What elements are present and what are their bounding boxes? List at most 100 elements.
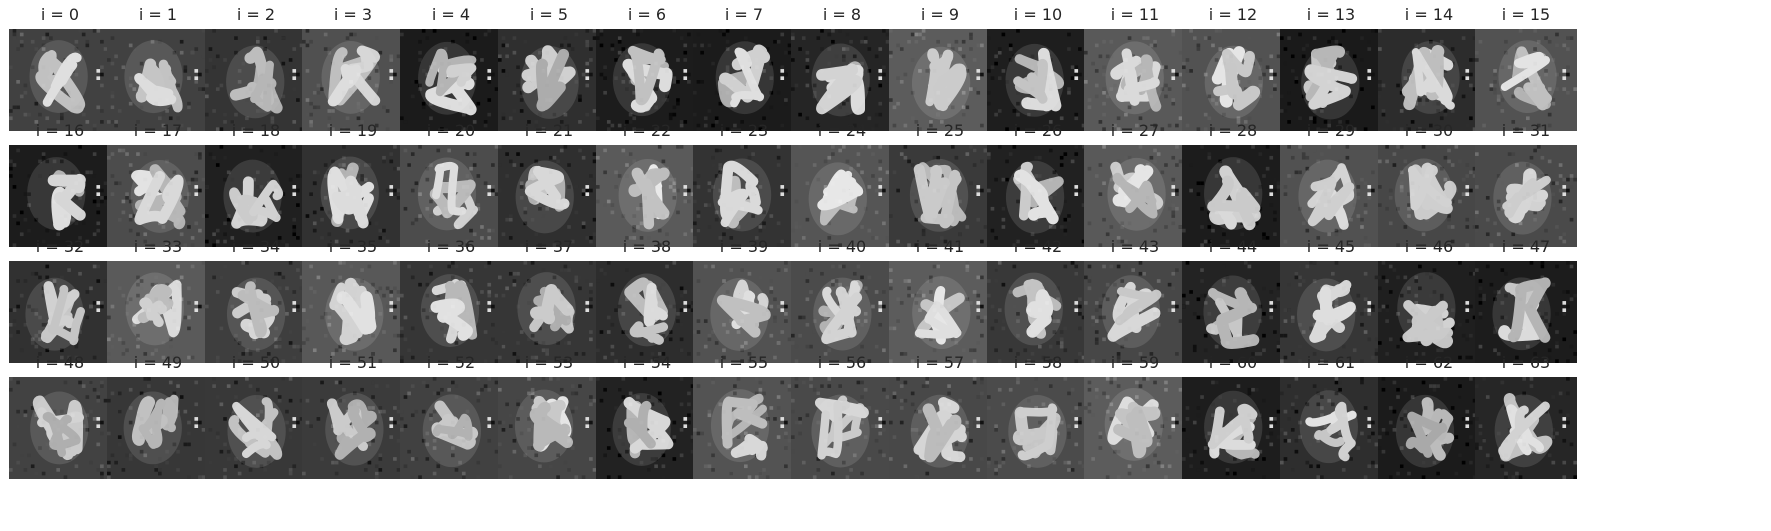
sample-image: [693, 261, 795, 363]
sample-image: [1475, 261, 1577, 363]
panel-title: i = 51: [328, 353, 378, 372]
sample-image: [1280, 145, 1382, 247]
panel-title: i = 28: [1208, 121, 1258, 140]
sample-panel: i = 8: [791, 5, 893, 131]
panel-title: i = 52: [426, 353, 476, 372]
sample-panel: i = 43: [1084, 237, 1186, 363]
sample-image: [107, 29, 209, 131]
sample-image: [1378, 29, 1480, 131]
sample-panel: i = 50: [205, 353, 307, 479]
sample-image: [1182, 145, 1284, 247]
sample-image: [791, 261, 893, 363]
panel-title: i = 21: [524, 121, 574, 140]
sample-panel: i = 35: [302, 237, 404, 363]
panel-title: i = 8: [822, 5, 862, 24]
sample-image: [1280, 377, 1382, 479]
sample-panel: i = 53: [498, 353, 600, 479]
sample-panel: i = 55: [693, 353, 795, 479]
sample-panel: i = 7: [693, 5, 795, 131]
sample-panel: i = 62: [1378, 353, 1480, 479]
panel-title: i = 46: [1404, 237, 1454, 256]
sample-image: [498, 261, 600, 363]
panel-title: i = 12: [1208, 5, 1258, 24]
sample-panel: i = 29: [1280, 121, 1382, 247]
panel-title: i = 26: [1013, 121, 1063, 140]
sample-panel: i = 0: [9, 5, 111, 131]
panel-title: i = 40: [817, 237, 867, 256]
panel-title: i = 25: [915, 121, 965, 140]
sample-image: [596, 261, 698, 363]
sample-image: [889, 261, 991, 363]
panel-title: i = 36: [426, 237, 476, 256]
panel-title: i = 15: [1501, 5, 1551, 24]
sample-panel: i = 20: [400, 121, 502, 247]
sample-image: [1084, 145, 1186, 247]
sample-image: [889, 377, 991, 479]
sample-panel: i = 30: [1378, 121, 1480, 247]
sample-image: [205, 145, 307, 247]
panel-title: i = 1: [138, 5, 178, 24]
sample-panel: i = 32: [9, 237, 111, 363]
sample-panel: i = 26: [987, 121, 1089, 247]
sample-image: [791, 145, 893, 247]
panel-title: i = 56: [817, 353, 867, 372]
panel-title: i = 63: [1501, 353, 1551, 372]
sample-image: [205, 261, 307, 363]
sample-image: [987, 29, 1089, 131]
sample-panel: i = 13: [1280, 5, 1382, 131]
panel-title: i = 58: [1013, 353, 1063, 372]
panel-title: i = 0: [40, 5, 80, 24]
panel-title: i = 6: [627, 5, 667, 24]
sample-image: [596, 145, 698, 247]
sample-panel: i = 2: [205, 5, 307, 131]
panel-title: i = 35: [328, 237, 378, 256]
panel-title: i = 16: [35, 121, 85, 140]
panel-title: i = 49: [133, 353, 183, 372]
sample-image: [205, 377, 307, 479]
panel-title: i = 55: [719, 353, 769, 372]
sample-image: [1182, 29, 1284, 131]
sample-image: [302, 145, 404, 247]
sample-panel: i = 3: [302, 5, 404, 131]
sample-panel: i = 14: [1378, 5, 1480, 131]
sample-panel: i = 41: [889, 237, 991, 363]
sample-image: [302, 261, 404, 363]
sample-image: [1084, 29, 1186, 131]
sample-image: [1378, 261, 1480, 363]
sample-image: [205, 29, 307, 131]
panel-title: i = 30: [1404, 121, 1454, 140]
sample-image: [1084, 261, 1186, 363]
sample-image: [400, 29, 502, 131]
sample-image: [107, 145, 209, 247]
panel-title: i = 9: [920, 5, 960, 24]
panel-title: i = 57: [915, 353, 965, 372]
panel-title: i = 60: [1208, 353, 1258, 372]
sample-panel: i = 36: [400, 237, 502, 363]
sample-image: [498, 377, 600, 479]
sample-panel: i = 15: [1475, 5, 1577, 131]
sample-panel: i = 19: [302, 121, 404, 247]
sample-panel: i = 18: [205, 121, 307, 247]
panel-title: i = 39: [719, 237, 769, 256]
panel-title: i = 37: [524, 237, 574, 256]
panel-title: i = 31: [1501, 121, 1551, 140]
sample-image: [400, 261, 502, 363]
sample-panel: i = 51: [302, 353, 404, 479]
panel-title: i = 48: [35, 353, 85, 372]
panel-title: i = 24: [817, 121, 867, 140]
sample-panel: i = 9: [889, 5, 991, 131]
panel-title: i = 20: [426, 121, 476, 140]
panel-title: i = 13: [1306, 5, 1356, 24]
sample-panel: i = 10: [987, 5, 1089, 131]
panel-title: i = 27: [1110, 121, 1160, 140]
panel-title: i = 29: [1306, 121, 1356, 140]
sample-panel: i = 6: [596, 5, 698, 131]
sample-image: [1475, 29, 1577, 131]
panel-title: i = 32: [35, 237, 85, 256]
panel-title: i = 42: [1013, 237, 1063, 256]
sample-image: [889, 29, 991, 131]
sample-panel: i = 31: [1475, 121, 1577, 247]
sample-image: [596, 377, 698, 479]
panel-title: i = 59: [1110, 353, 1160, 372]
sample-image: [889, 145, 991, 247]
